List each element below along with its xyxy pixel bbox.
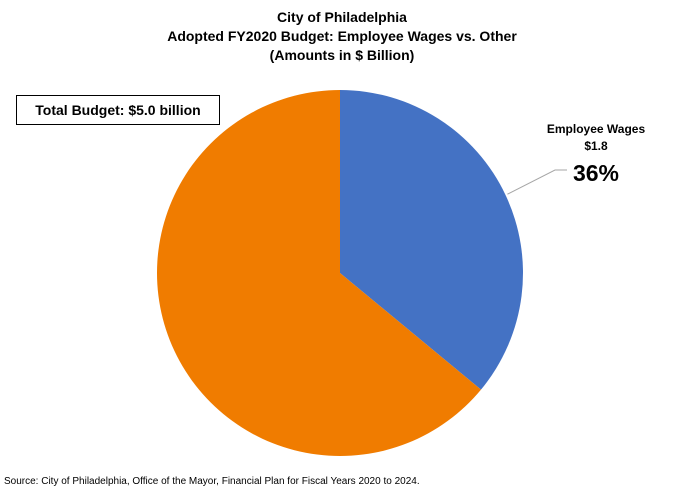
chart-title-line-2: Adopted FY2020 Budget: Employee Wages vs… [167,28,517,44]
pie-slice-other [156,90,482,457]
pie-slice-employee-wages [340,90,523,390]
slice-label-percent: 36% [573,160,619,186]
chart-title: City of Philadelphia Adopted FY2020 Budg… [0,8,684,65]
chart-title-line-3: (Amounts in $ Billion) [269,47,415,63]
leader-line [507,169,567,195]
chart-title-line-1: City of Philadelphia [277,9,407,25]
total-budget-box: Total Budget: $5.0 billion [16,95,220,125]
slice-label-value: $1.8 [584,139,608,153]
slice-label-name: Employee Wages [547,122,646,136]
source-note: Source: City of Philadelphia, Office of … [4,476,420,487]
